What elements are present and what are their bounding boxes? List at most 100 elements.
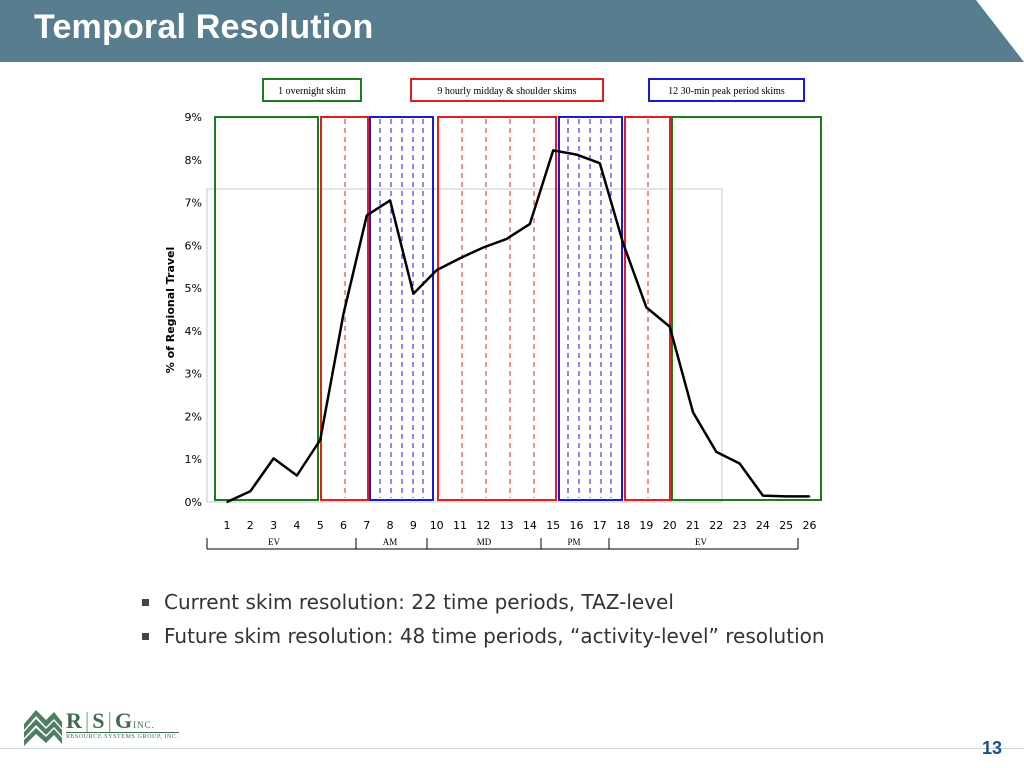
y-tick-label: 6% (185, 239, 202, 252)
x-tick-label: 25 (779, 519, 793, 532)
x-tick-label: 16 (570, 519, 584, 532)
x-tick-label: 13 (500, 519, 514, 532)
data-point (505, 238, 508, 240)
bullet-list: Current skim resolution: 22 time periods… (140, 590, 825, 658)
period-label: MD (477, 537, 492, 547)
data-point (622, 242, 624, 244)
x-tick-label: 5 (317, 519, 324, 532)
bullet-square-icon (142, 633, 149, 640)
x-tick-label: 11 (453, 519, 467, 532)
y-tick-label: 4% (185, 325, 202, 338)
logo-letter-s: S (92, 708, 106, 733)
chart-series (226, 149, 811, 504)
period-labels: EV AM MD PM EV (206, 537, 799, 550)
skim-period-box (369, 116, 434, 501)
data-point (762, 494, 764, 497)
x-tick-label: 18 (616, 519, 630, 532)
legend-label: 12 30-min peak period skims (668, 86, 785, 97)
chart-legend: 1 overnight skim 9 hourly midday & should… (262, 78, 805, 102)
x-tick-label: 12 (476, 519, 490, 532)
y-tick-label: 9% (185, 111, 202, 124)
data-point (785, 495, 787, 498)
data-point (435, 269, 438, 271)
title-bar-corner (976, 0, 1024, 62)
y-tick-label: 2% (185, 410, 202, 423)
x-tick-label: 22 (709, 519, 723, 532)
data-point (412, 292, 415, 295)
y-tick-label: 5% (185, 282, 202, 295)
chart-axes: 0% 1% 2% 3% 4% 5% 6% 7% 8% 9% % of Regional Travel… (164, 111, 817, 532)
skim-period-box (320, 116, 369, 501)
legend-box (262, 78, 362, 102)
data-point (342, 312, 345, 315)
company-logo: R|S|GINC. RESOURCE SYSTEMS GROUP, INC. (24, 706, 179, 746)
skim-period-box (624, 116, 671, 501)
skim-period-box (437, 116, 557, 501)
period-label: PM (567, 537, 580, 547)
x-tick-label: 19 (639, 519, 653, 532)
logo-letter-r: R (66, 708, 83, 733)
x-tick-label: 7 (363, 519, 370, 532)
travel-distribution-chart: 1 overnight skim 9 hourly midday & should… (164, 78, 822, 550)
x-tick-label: 4 (293, 519, 300, 532)
bullet-item: Current skim resolution: 22 time periods… (140, 590, 825, 614)
data-point (529, 223, 531, 225)
x-tick-label: 26 (803, 519, 817, 532)
data-point (272, 457, 275, 460)
data-point (366, 214, 368, 217)
mountain-logo-icon (24, 710, 62, 746)
y-tick-label: 7% (185, 197, 202, 210)
data-point (599, 162, 601, 164)
data-point (552, 149, 554, 152)
period-label: EV (695, 537, 707, 547)
bullet-square-icon (142, 599, 149, 606)
data-point (249, 490, 252, 493)
data-point (738, 462, 741, 465)
bullet-text: Future skim resolution: 48 time periods,… (164, 624, 825, 648)
data-point (808, 495, 811, 498)
x-tick-label: 8 (387, 519, 394, 532)
x-tick-label: 10 (430, 519, 444, 532)
x-tick-label: 3 (270, 519, 277, 532)
data-point (226, 501, 228, 503)
x-tick-label: 6 (340, 519, 347, 532)
skim-period-box (558, 116, 623, 501)
skim-period-box (214, 116, 319, 501)
data-point (715, 451, 718, 453)
data-point (482, 246, 485, 249)
chart-background (206, 188, 723, 503)
period-label: EV (268, 537, 280, 547)
data-point (692, 411, 694, 413)
skim-period-box (671, 116, 822, 501)
x-tick-label: 21 (686, 519, 700, 532)
logo-subtitle: RESOURCE SYSTEMS GROUP, INC. (66, 732, 179, 740)
footer-divider (0, 748, 1024, 749)
x-tick-label: 24 (756, 519, 770, 532)
y-tick-label: 3% (185, 368, 202, 381)
logo-letter-g: G (114, 708, 134, 733)
period-label: AM (383, 537, 398, 547)
page-number: 13 (981, 738, 1002, 758)
data-point (575, 153, 578, 156)
logo-inc: INC. (133, 720, 155, 730)
title-bar: Temporal Resolution (0, 0, 1024, 62)
data-point (296, 474, 298, 477)
travel-share-line (226, 149, 810, 504)
plot-frame (206, 188, 723, 503)
y-axis-title: % of Regional Travel (164, 247, 177, 374)
slide-title: Temporal Resolution (34, 8, 374, 46)
x-tick-label: 20 (663, 519, 677, 532)
x-tick-label: 17 (593, 519, 607, 532)
x-tick-label: 1 (224, 519, 231, 532)
skim-period-boxes (214, 116, 822, 501)
x-tick-label: 9 (410, 519, 417, 532)
bullet-item: Future skim resolution: 48 time periods,… (140, 624, 825, 648)
data-point (645, 306, 648, 309)
x-tick-label: 15 (546, 519, 560, 532)
y-tick-label: 8% (185, 154, 202, 167)
legend-label: 1 overnight skim (278, 86, 346, 97)
y-tick-label: 1% (185, 453, 202, 466)
legend-box (410, 78, 604, 102)
data-point (668, 325, 671, 328)
x-tick-label: 23 (733, 519, 747, 532)
